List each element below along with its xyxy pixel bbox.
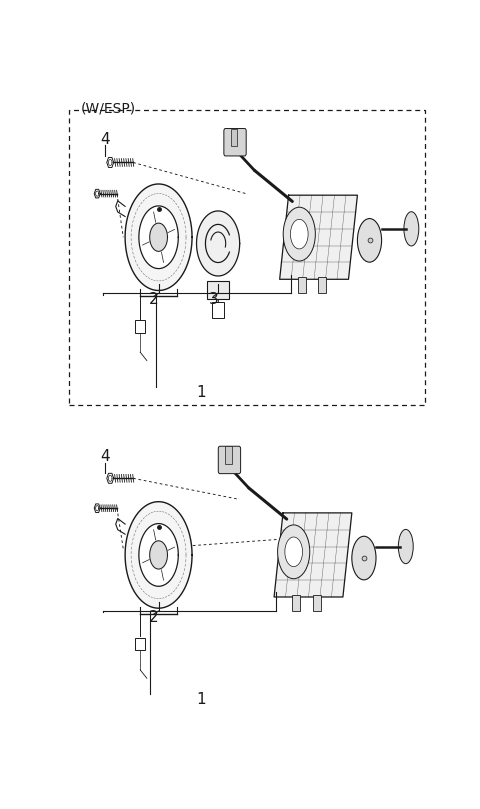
Polygon shape — [107, 473, 114, 483]
Polygon shape — [107, 158, 114, 167]
Bar — [69, 109, 424, 405]
Polygon shape — [94, 189, 100, 198]
Bar — [225, 447, 232, 464]
Text: 3: 3 — [209, 292, 218, 307]
Ellipse shape — [404, 212, 419, 246]
Bar — [135, 320, 145, 332]
Polygon shape — [125, 184, 192, 290]
Bar — [135, 638, 145, 650]
Circle shape — [277, 525, 310, 578]
Text: 4: 4 — [100, 132, 109, 146]
Text: 2: 2 — [149, 610, 159, 625]
Bar — [292, 595, 300, 611]
FancyBboxPatch shape — [224, 129, 246, 156]
Text: 1: 1 — [196, 385, 206, 400]
Polygon shape — [125, 502, 192, 608]
Circle shape — [283, 207, 315, 261]
Text: (W/ESP): (W/ESP) — [81, 102, 135, 116]
Circle shape — [290, 219, 308, 249]
Bar — [212, 303, 224, 318]
Polygon shape — [94, 504, 100, 513]
Circle shape — [285, 537, 302, 566]
Text: 1: 1 — [196, 693, 206, 707]
Bar — [318, 277, 326, 293]
Polygon shape — [196, 211, 240, 276]
Text: 2: 2 — [149, 292, 159, 307]
Bar — [312, 595, 321, 611]
Polygon shape — [280, 195, 358, 279]
Polygon shape — [274, 513, 352, 597]
Bar — [207, 282, 229, 299]
Bar — [298, 277, 306, 293]
FancyBboxPatch shape — [218, 447, 240, 473]
Polygon shape — [150, 541, 168, 569]
Polygon shape — [139, 205, 178, 269]
Ellipse shape — [358, 218, 382, 262]
Bar — [230, 129, 237, 146]
Ellipse shape — [352, 536, 376, 580]
Text: 4: 4 — [100, 450, 109, 464]
Ellipse shape — [398, 529, 413, 564]
Polygon shape — [150, 223, 168, 252]
Polygon shape — [139, 523, 178, 587]
